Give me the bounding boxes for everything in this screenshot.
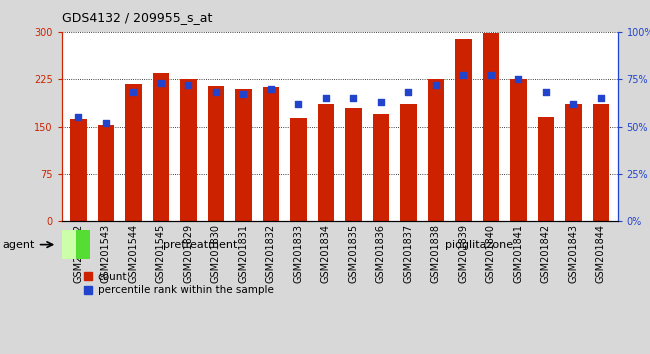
Bar bbox=[538, 117, 554, 221]
Point bbox=[568, 101, 578, 107]
Bar bbox=[290, 118, 307, 221]
Point bbox=[320, 95, 331, 101]
Bar bbox=[566, 104, 582, 221]
Point bbox=[348, 95, 359, 101]
Point bbox=[403, 90, 413, 95]
Bar bbox=[207, 86, 224, 221]
Legend: count, percentile rank within the sample: count, percentile rank within the sample bbox=[80, 268, 278, 299]
Bar bbox=[593, 104, 609, 221]
Point bbox=[128, 90, 138, 95]
Bar bbox=[263, 87, 279, 221]
Bar bbox=[428, 79, 444, 221]
Bar bbox=[70, 119, 86, 221]
Bar bbox=[153, 73, 169, 221]
Bar bbox=[483, 33, 499, 221]
Point bbox=[458, 73, 469, 78]
Bar bbox=[455, 39, 472, 221]
Text: GDS4132 / 209955_s_at: GDS4132 / 209955_s_at bbox=[62, 11, 212, 24]
Point bbox=[541, 90, 551, 95]
Bar bbox=[75, 230, 90, 259]
Point bbox=[431, 82, 441, 88]
Point bbox=[596, 95, 606, 101]
Bar bbox=[345, 108, 361, 221]
Bar bbox=[372, 114, 389, 221]
Point bbox=[266, 86, 276, 92]
Point bbox=[101, 120, 111, 126]
Bar bbox=[235, 89, 252, 221]
Point bbox=[238, 92, 248, 97]
Bar bbox=[318, 104, 334, 221]
Bar bbox=[180, 79, 196, 221]
Point bbox=[211, 90, 221, 95]
Bar bbox=[62, 230, 75, 259]
Point bbox=[183, 82, 194, 88]
Text: pretreatment: pretreatment bbox=[164, 240, 238, 250]
Point bbox=[486, 73, 496, 78]
Point bbox=[514, 76, 524, 82]
Point bbox=[376, 99, 386, 105]
Bar bbox=[510, 79, 526, 221]
Bar bbox=[125, 84, 142, 221]
Point bbox=[155, 80, 166, 86]
Point bbox=[293, 101, 304, 107]
Text: agent: agent bbox=[2, 240, 34, 250]
Point bbox=[73, 114, 83, 120]
Bar bbox=[400, 104, 417, 221]
Bar bbox=[98, 125, 114, 221]
Text: pioglitazone: pioglitazone bbox=[445, 240, 513, 250]
